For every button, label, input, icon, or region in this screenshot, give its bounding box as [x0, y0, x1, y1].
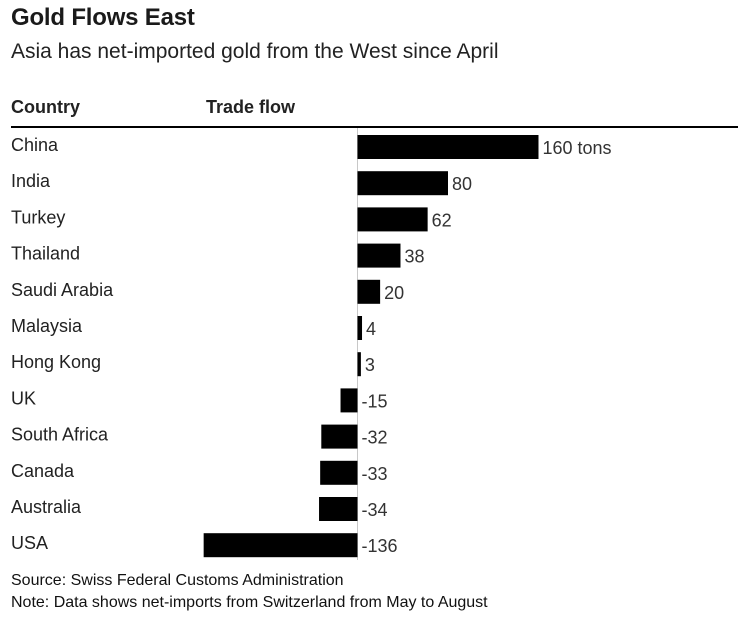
- country-label-hong-kong: Hong Kong: [11, 352, 101, 372]
- data-note: Note: Data shows net-imports from Switze…: [11, 594, 488, 611]
- bar-south-africa: [321, 424, 358, 449]
- country-label-turkey: Turkey: [11, 207, 65, 227]
- country-label-south-africa: South Africa: [11, 425, 109, 445]
- value-label-india: 80: [452, 174, 472, 194]
- bar-hong-kong: [357, 352, 361, 377]
- value-label-australia: -34: [362, 500, 388, 520]
- bar-saudi-arabia: [357, 279, 381, 304]
- column-header-trade-flow: Trade flow: [206, 97, 296, 117]
- country-label-malaysia: Malaysia: [11, 316, 83, 336]
- value-label-canada: -33: [362, 464, 388, 484]
- value-label-china: 160 tons: [543, 138, 612, 158]
- source-note: Source: Swiss Federal Customs Administra…: [11, 572, 344, 589]
- chart-subtitle: Asia has net-imported gold from the West…: [11, 40, 499, 63]
- value-label-saudi-arabia: 20: [384, 283, 404, 303]
- bar-china: [357, 135, 539, 159]
- country-label-india: India: [11, 171, 51, 191]
- country-label-thailand: Thailand: [11, 244, 80, 264]
- bar-usa: [203, 533, 358, 558]
- value-label-malaysia: 4: [366, 319, 376, 339]
- country-label-usa: USA: [11, 533, 48, 553]
- bar-malaysia: [357, 316, 363, 340]
- value-label-usa: -136: [362, 536, 398, 556]
- chart-title: Gold Flows East: [11, 4, 195, 31]
- value-label-south-africa: -32: [362, 428, 388, 448]
- bar-india: [357, 171, 448, 196]
- value-label-hong-kong: 3: [365, 355, 375, 375]
- country-label-uk: UK: [11, 388, 36, 408]
- value-label-thailand: 38: [404, 247, 424, 267]
- bar-thailand: [357, 243, 401, 268]
- header-divider: [11, 126, 738, 128]
- bar-canada: [320, 460, 358, 485]
- country-label-australia: Australia: [11, 497, 82, 517]
- country-label-canada: Canada: [11, 461, 75, 481]
- column-header-country: Country: [11, 97, 80, 117]
- bar-uk: [340, 388, 358, 413]
- country-label-saudi-arabia: Saudi Arabia: [11, 280, 114, 300]
- value-label-uk: -15: [362, 391, 388, 411]
- bar-australia: [319, 497, 358, 521]
- bar-turkey: [357, 207, 428, 232]
- country-label-china: China: [11, 135, 59, 155]
- value-label-turkey: 62: [432, 210, 452, 230]
